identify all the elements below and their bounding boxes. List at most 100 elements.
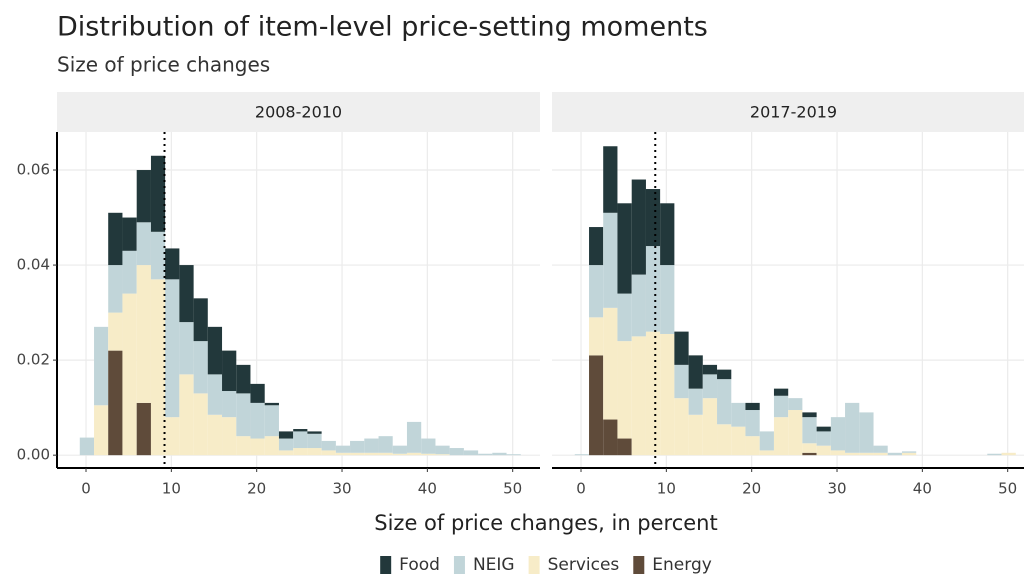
histogram-bar — [660, 203, 675, 266]
legend-swatch — [453, 556, 465, 574]
histogram-bar — [645, 246, 661, 332]
histogram-bar — [236, 393, 251, 437]
histogram-bar — [79, 437, 95, 456]
legend-swatch — [528, 556, 540, 574]
histogram-bar — [293, 429, 308, 432]
histogram-bar — [250, 383, 265, 403]
histogram-bar — [293, 431, 308, 449]
histogram-bar — [222, 417, 237, 456]
histogram-bar — [873, 452, 888, 456]
histogram-bar — [392, 453, 407, 456]
histogram-bar — [702, 398, 718, 456]
x-tick-label: 10 — [657, 480, 676, 498]
histogram-bar — [264, 402, 279, 406]
histogram-bar — [759, 431, 774, 451]
histogram-bar — [717, 369, 732, 380]
y-tick-label: 0.06 — [17, 161, 50, 179]
histogram-bar — [122, 250, 137, 294]
histogram-bar — [193, 298, 208, 342]
histogram-bar — [150, 279, 166, 456]
histogram-bar — [617, 438, 632, 456]
histogram-bar — [773, 388, 789, 396]
histogram-bar — [179, 322, 194, 375]
x-tick-label: 20 — [742, 480, 761, 498]
x-tick-label: 40 — [418, 480, 437, 498]
histogram-bar — [350, 440, 365, 453]
x-tick-label: 20 — [247, 480, 266, 498]
histogram-bar — [901, 452, 917, 456]
histogram-bar — [617, 341, 632, 439]
histogram-bar — [745, 410, 760, 437]
histogram-bar — [717, 424, 732, 456]
histogram-bar — [222, 391, 237, 418]
histogram-bar — [802, 417, 817, 444]
histogram-bar — [603, 146, 618, 213]
histogram-bar — [492, 452, 507, 456]
panel — [57, 132, 540, 468]
legend-label: Food — [399, 555, 440, 574]
x-tick-label: 30 — [332, 480, 351, 498]
histogram-bar — [463, 450, 479, 456]
histogram-bar — [1001, 452, 1016, 456]
histogram-bar — [150, 231, 166, 280]
x-tick-label: 50 — [998, 480, 1017, 498]
histogram-bar — [449, 448, 464, 456]
histogram-bar — [589, 317, 604, 356]
histogram-bar — [674, 364, 689, 399]
histogram-bar — [165, 279, 180, 418]
histogram-bar — [94, 405, 109, 456]
legend-swatch — [633, 556, 645, 574]
histogram-bar — [122, 293, 137, 456]
histogram-bar — [702, 364, 718, 375]
histogram-bar — [830, 450, 846, 456]
histogram-bar — [278, 431, 294, 439]
histogram-bar — [136, 265, 151, 403]
histogram-bar — [631, 179, 646, 275]
histogram-bar — [574, 454, 590, 456]
histogram-bar — [307, 448, 322, 456]
histogram-bar — [589, 227, 604, 266]
histogram-bar — [307, 431, 322, 434]
histogram-bar — [406, 452, 422, 456]
histogram-bar — [108, 265, 123, 313]
histogram-bar — [603, 212, 618, 308]
histogram-bar — [335, 445, 351, 453]
histogram-bar — [887, 452, 902, 456]
histogram-bar — [830, 417, 846, 451]
histogram-bar — [603, 307, 618, 420]
histogram-bar — [108, 312, 123, 351]
histogram-bar — [674, 331, 689, 365]
histogram-bar — [859, 412, 874, 453]
histogram-bar — [617, 203, 632, 294]
histogram-bar — [421, 453, 436, 456]
histogram-bar — [165, 248, 180, 280]
histogram-bar — [321, 450, 336, 456]
histogram-bar — [478, 453, 493, 456]
histogram-bar — [987, 453, 1002, 456]
histogram-bar — [660, 265, 675, 334]
histogram-bar — [364, 438, 379, 453]
legend-label: Services — [548, 555, 620, 574]
histogram-bar — [207, 414, 223, 456]
x-tick-label: 10 — [162, 480, 181, 498]
histogram-bar — [688, 355, 703, 389]
histogram-bar — [350, 452, 365, 456]
x-tick-label: 40 — [913, 480, 932, 498]
histogram-bar — [674, 398, 689, 456]
histogram-bar — [845, 402, 860, 453]
histogram-bar — [278, 438, 294, 451]
histogram-bar — [150, 155, 166, 232]
histogram-bar — [702, 374, 718, 399]
histogram-bar — [136, 222, 151, 266]
y-tick-label: 0.02 — [17, 351, 50, 369]
strip-background — [552, 92, 1024, 132]
histogram-bar — [759, 450, 774, 456]
strip-background — [57, 92, 540, 132]
histogram-bar — [94, 326, 109, 406]
histogram-bar — [165, 417, 180, 456]
histogram-bar — [802, 452, 817, 456]
histogram-bar — [293, 448, 308, 456]
histogram-bar — [108, 350, 123, 456]
histogram-bar — [278, 450, 294, 456]
histogram-bar — [264, 436, 279, 456]
